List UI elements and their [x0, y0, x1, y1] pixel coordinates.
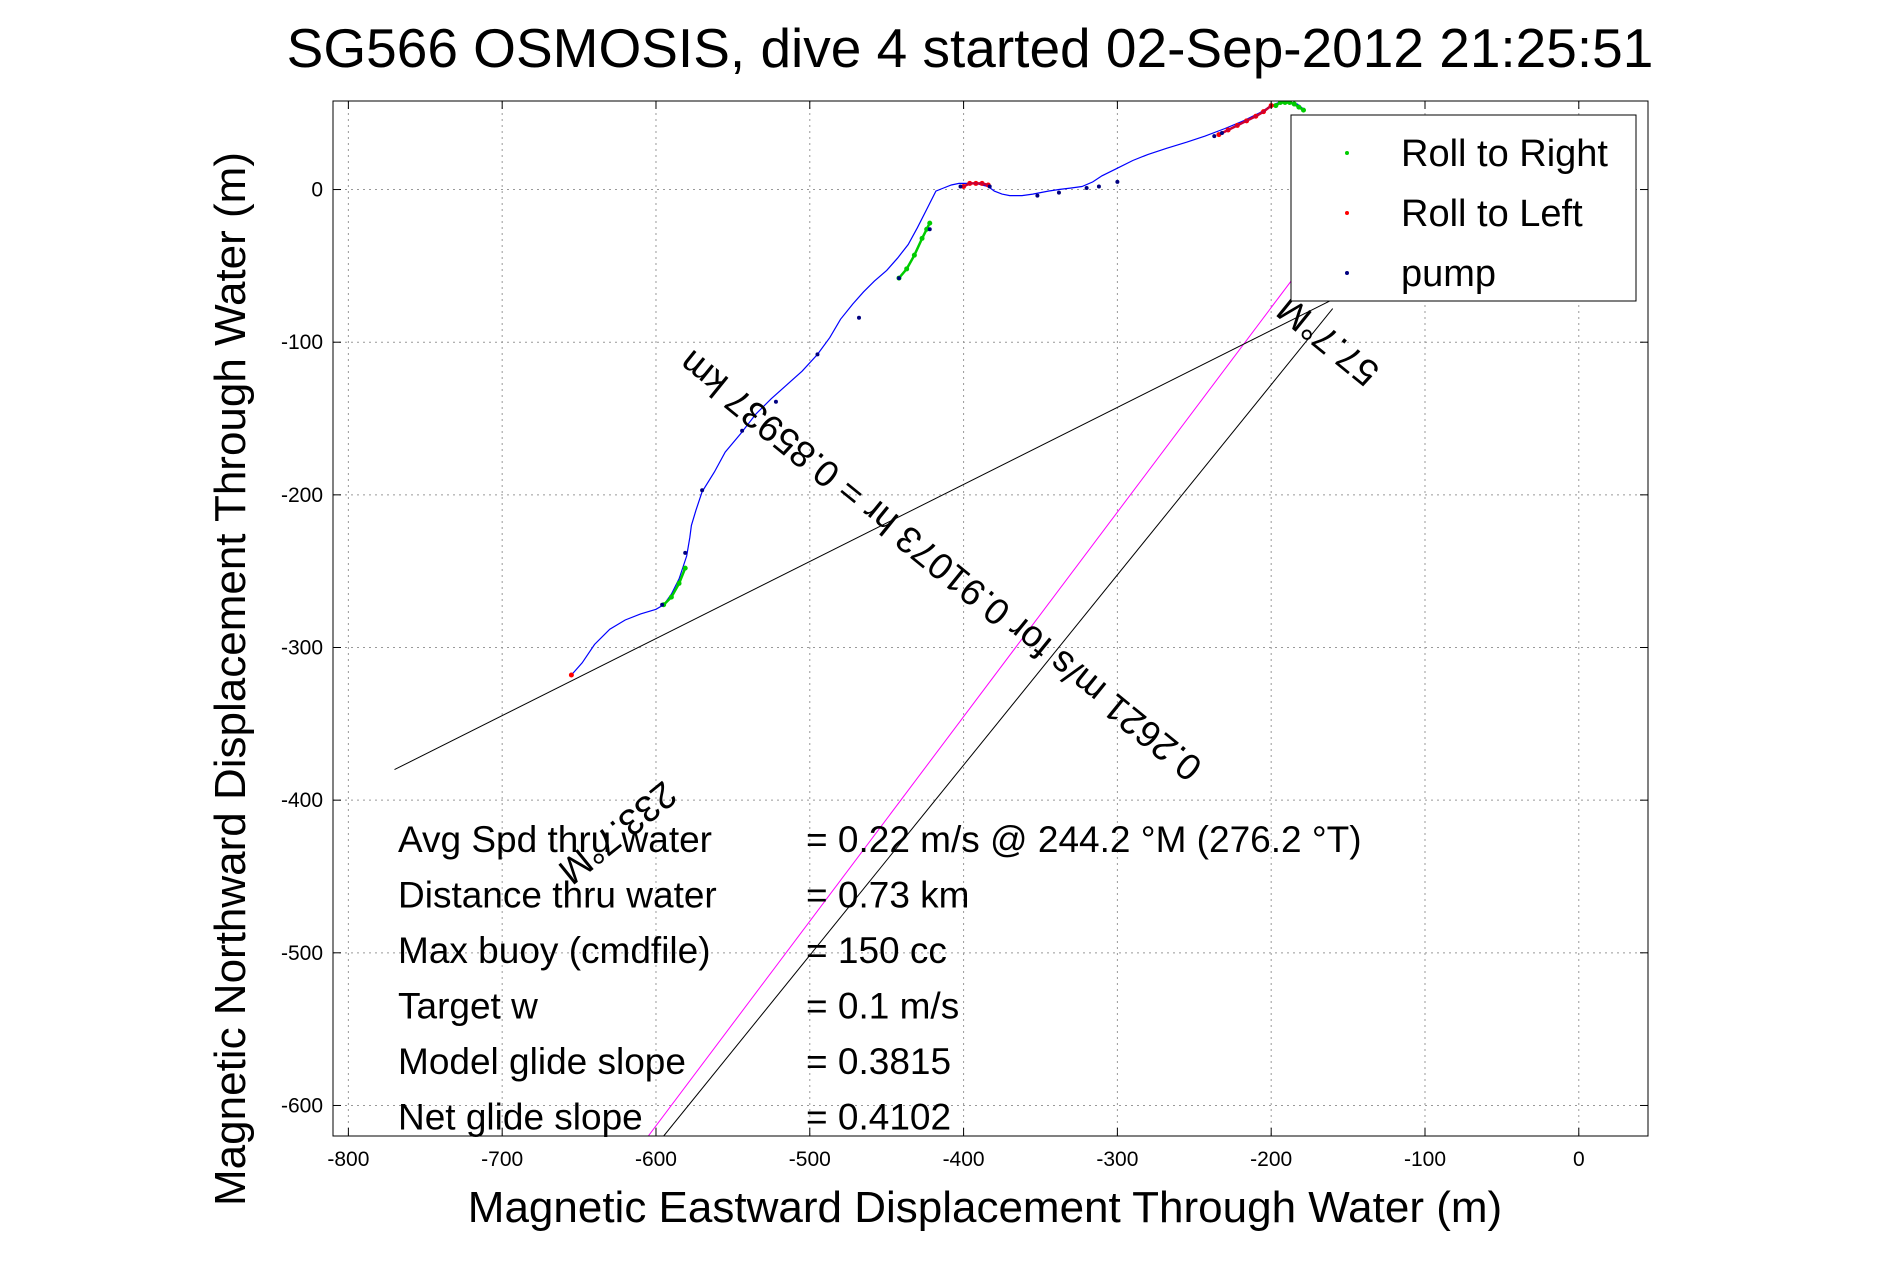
y-tick-label: 0	[311, 179, 323, 202]
stats-label: Target w	[398, 986, 538, 1027]
legend-marker	[1345, 271, 1349, 275]
pump-point	[987, 184, 992, 189]
roll-to-left-segment	[963, 182, 989, 188]
stats-value: = 150 cc	[806, 930, 947, 971]
pump-point	[1219, 131, 1224, 136]
pump-point	[1115, 179, 1120, 184]
chart-title: SG566 OSMOSIS, dive 4 started 02-Sep-201…	[287, 17, 1654, 79]
pump-point	[1212, 134, 1217, 139]
x-tick-label: -300	[1096, 1148, 1138, 1171]
pump-point	[958, 184, 963, 189]
stats-value: = 0.22 m/s @ 244.2 °M (276.2 °T)	[806, 819, 1362, 860]
legend-label: pump	[1401, 253, 1496, 295]
series-layer	[394, 101, 1349, 1136]
roll-to-left-point	[568, 672, 574, 678]
axis-ticks: -800 -700 -600 -500 -400 -300 -200 -100 0 0 -100 -2…	[281, 100, 1649, 1171]
x-tick-label: -200	[1250, 1148, 1292, 1171]
pump-point	[700, 488, 705, 493]
legend-marker	[1345, 151, 1349, 155]
legend: Roll to Right Roll to Left pump	[1290, 114, 1637, 302]
pump-point	[773, 399, 778, 404]
y-tick-label: -300	[281, 637, 323, 660]
legend-label: Roll to Right	[1401, 133, 1608, 175]
y-tick-label: -500	[281, 942, 323, 965]
pump-point	[927, 227, 932, 232]
y-tick-label: -400	[281, 789, 323, 812]
legend-marker	[1345, 211, 1349, 215]
cone-left-line	[394, 291, 1349, 771]
x-tick-label: -400	[943, 1148, 985, 1171]
legend-box	[1290, 114, 1637, 302]
pump-point	[1084, 186, 1089, 191]
roll-to-right-segment	[662, 567, 687, 606]
cone-right-line	[663, 308, 1334, 1136]
pump-point	[1035, 193, 1040, 198]
stats-label: Max buoy (cmdfile)	[398, 930, 711, 971]
stats-value: = 0.4102	[806, 1097, 951, 1138]
pump-point	[660, 602, 665, 607]
x-tick-label: -600	[635, 1148, 677, 1171]
pump-point	[740, 428, 745, 433]
stats-label: Avg Spd thru water	[398, 819, 712, 860]
stats-value: = 0.73 km	[806, 875, 970, 916]
stats-value: = 0.3815	[806, 1041, 951, 1082]
pump-point	[683, 550, 688, 555]
pump-point	[1096, 184, 1101, 189]
axes-frame	[332, 100, 1649, 1137]
stats-label: Distance thru water	[398, 875, 717, 916]
x-tick-label: -500	[789, 1148, 831, 1171]
legend-label: Roll to Left	[1401, 193, 1583, 235]
roll-to-right-segment	[1275, 101, 1305, 112]
x-axis-title: Magnetic Eastward Displacement Through W…	[468, 1183, 1502, 1232]
y-tick-label: -200	[281, 484, 323, 507]
x-tick-label: -700	[481, 1148, 523, 1171]
stats-label: Net glide slope	[398, 1097, 643, 1138]
y-tick-label: -600	[281, 1094, 323, 1117]
roll-to-right-segment	[898, 222, 931, 279]
y-tick-label: -100	[281, 331, 323, 354]
x-tick-label: -100	[1404, 1148, 1446, 1171]
pump-point	[896, 276, 901, 281]
track-line	[570, 101, 1306, 676]
stats-panel: Avg Spd thru water = 0.22 m/s @ 244.2 °M …	[398, 819, 1362, 1138]
stats-value: = 0.1 m/s	[806, 986, 959, 1027]
heading-line	[647, 215, 1341, 1136]
stats-label: Model glide slope	[398, 1041, 686, 1082]
y-axis-title: Magnetic Northward Displacement Through …	[206, 152, 255, 1206]
pump-point	[815, 352, 820, 357]
pump-point	[857, 315, 861, 320]
x-tick-label: 0	[1573, 1148, 1585, 1171]
pump-point	[1056, 190, 1061, 195]
x-tick-label: -800	[327, 1148, 369, 1171]
grid	[333, 101, 1648, 1136]
roll-to-left-segment	[1218, 104, 1272, 136]
